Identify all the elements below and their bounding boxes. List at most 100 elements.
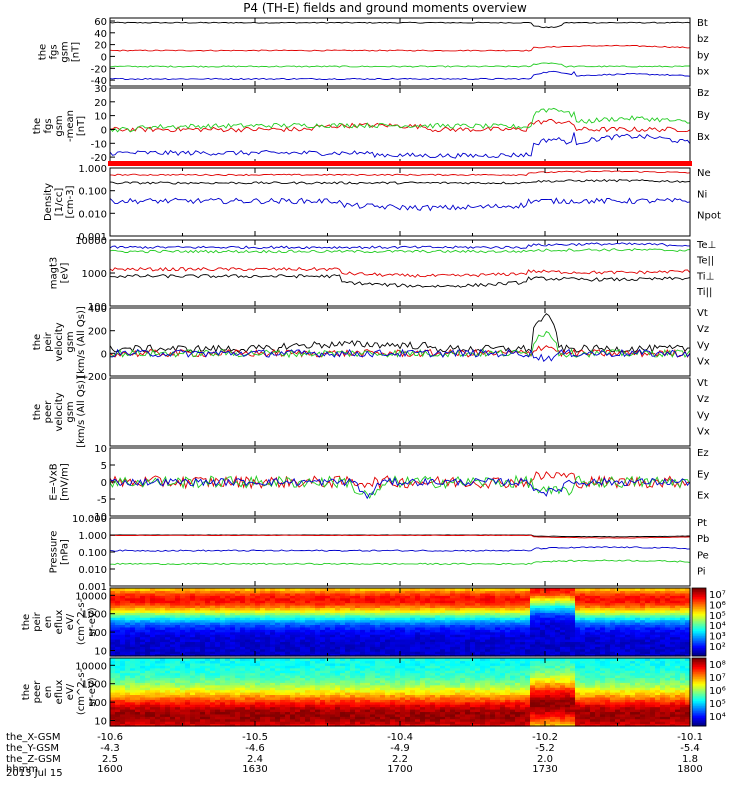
- spectrogram-cell: [665, 595, 671, 599]
- spectrogram-cell: [300, 670, 306, 674]
- spectrogram-cell: [210, 699, 216, 703]
- spectrogram-cell: [115, 662, 121, 666]
- spectrogram-cell: [620, 646, 626, 650]
- spectrogram-cell: [145, 643, 151, 647]
- spectrogram-cell: [585, 631, 591, 635]
- spectrogram-cell: [150, 665, 156, 669]
- spectrogram-cell: [165, 692, 171, 696]
- spectrogram-cell: [220, 636, 226, 640]
- spectrogram-cell: [130, 706, 136, 710]
- spectrogram-cell: [575, 636, 581, 640]
- spectrogram-cell: [215, 672, 221, 676]
- spectrogram-cell: [410, 592, 416, 596]
- spectrogram-cell: [145, 716, 151, 720]
- spectrogram-cell: [560, 624, 566, 628]
- spectrogram-cell: [110, 670, 116, 674]
- spectrogram-cell: [670, 639, 676, 643]
- spectrogram-cell: [640, 653, 646, 657]
- spectrogram-cell: [235, 643, 241, 647]
- spectrogram-cell: [215, 651, 221, 655]
- spectrogram-cell: [585, 634, 591, 638]
- spectrogram-cell: [165, 706, 171, 710]
- spectrogram-cell: [160, 653, 166, 657]
- spectrogram-cell: [210, 677, 216, 681]
- spectrogram-cell: [510, 634, 516, 638]
- spectrogram-cell: [210, 607, 216, 611]
- spectrogram-cell: [630, 607, 636, 611]
- spectrogram-cell: [315, 711, 321, 715]
- spectrogram-cell: [475, 634, 481, 638]
- spectrogram-cell: [180, 694, 186, 698]
- spectrogram-cell: [195, 590, 201, 594]
- spectrogram-cell: [625, 590, 631, 594]
- spectrogram-cell: [560, 588, 566, 592]
- spectrogram-cell: [230, 595, 236, 599]
- spectrogram-cell: [345, 682, 351, 686]
- spectrogram-cell: [680, 590, 686, 594]
- spectrogram-cell: [230, 612, 236, 616]
- spectrogram-cell: [140, 590, 146, 594]
- spectrogram-cell: [620, 622, 626, 626]
- spectrogram-cell: [390, 617, 396, 621]
- spectrogram-cell: [435, 595, 441, 599]
- spectrogram-cell: [405, 607, 411, 611]
- spectrogram-cell: [600, 592, 606, 596]
- spectrogram-cell: [305, 612, 311, 616]
- spectrogram-cell: [255, 672, 261, 676]
- spectrogram-cell: [125, 602, 131, 606]
- spectrogram-cell: [275, 682, 281, 686]
- spectrogram-cell: [215, 716, 221, 720]
- legend-Pi: Pi: [697, 567, 706, 578]
- spectrogram-cell: [610, 653, 616, 657]
- spectrogram-cell: [470, 651, 476, 655]
- spectrogram-cell: [155, 629, 161, 633]
- spectrogram-cell: [300, 634, 306, 638]
- spectrogram-cell: [655, 595, 661, 599]
- spectrogram-cell: [330, 636, 336, 640]
- spectrogram-cell: [125, 701, 131, 705]
- spectrogram-cell: [415, 595, 421, 599]
- spectrogram-cell: [140, 643, 146, 647]
- spectrogram-cell: [225, 641, 231, 645]
- spectrogram-cell: [200, 651, 206, 655]
- spectrogram-cell: [240, 658, 246, 662]
- spectrogram-cell: [160, 721, 166, 725]
- spectrogram-cell: [610, 607, 616, 611]
- spectrogram-cell: [300, 675, 306, 679]
- spectrogram-cell: [320, 653, 326, 657]
- spectrogram-cell: [595, 631, 601, 635]
- spectrogram-cell: [130, 592, 136, 596]
- spectrogram-cell: [225, 590, 231, 594]
- spectrogram-cell: [485, 651, 491, 655]
- spectrogram-cell: [405, 636, 411, 640]
- spectrogram-cell: [320, 672, 326, 676]
- spectrogram-cell: [170, 648, 176, 652]
- spectrogram-cell: [530, 602, 536, 606]
- y-tick-label: 10: [94, 112, 107, 123]
- spectrogram-cell: [165, 614, 171, 618]
- spectrogram-cell: [130, 634, 136, 638]
- spectrogram-cell: [570, 624, 576, 628]
- spectrogram-cell: [215, 679, 221, 683]
- spectrogram-cell: [305, 646, 311, 650]
- spectrogram-cell: [270, 639, 276, 643]
- spectrogram-cell: [230, 675, 236, 679]
- spectrogram-cell: [570, 602, 576, 606]
- spectrogram-cell: [295, 588, 301, 592]
- spectrogram-cell: [270, 614, 276, 618]
- spectrogram-cell: [190, 597, 196, 601]
- spectrogram-cell: [540, 624, 546, 628]
- spectrogram-cell: [125, 662, 131, 666]
- spectrogram-cell: [295, 641, 301, 645]
- spectrogram-cell: [250, 694, 256, 698]
- spectrogram-cell: [235, 699, 241, 703]
- spectrogram-cell: [205, 634, 211, 638]
- spectrogram-cell: [160, 639, 166, 643]
- spectrogram-cell: [260, 662, 266, 666]
- spectrogram-cell: [345, 612, 351, 616]
- spectrogram-cell: [190, 592, 196, 596]
- spectrogram-cell: [395, 636, 401, 640]
- spectrogram-cell: [130, 679, 136, 683]
- spectrogram-cell: [585, 619, 591, 623]
